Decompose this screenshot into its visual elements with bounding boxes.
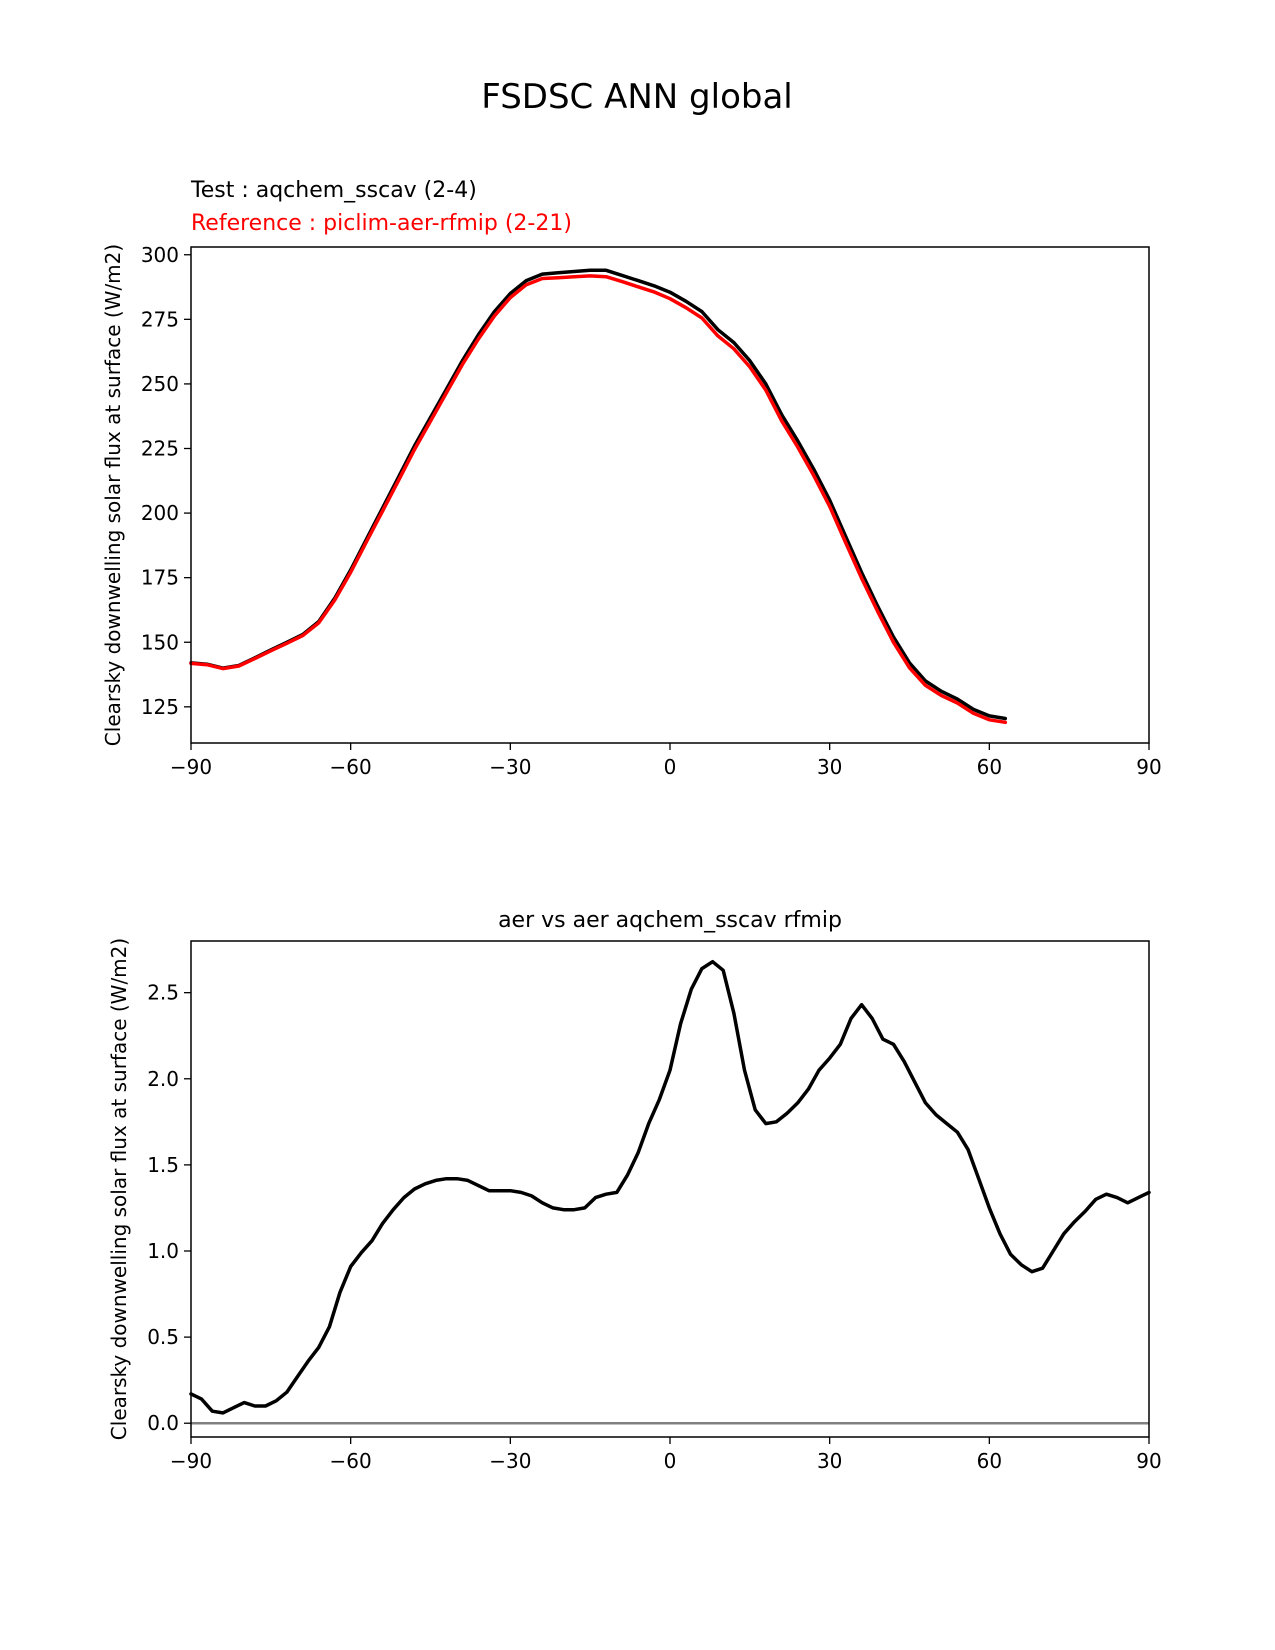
bottom-ytick-label: 1.5 <box>147 1153 179 1177</box>
top-xtick-label: 90 <box>1136 755 1161 779</box>
top-ytick-label: 275 <box>141 307 179 331</box>
bottom-series-difference-line <box>189 959 1151 1415</box>
top-chart-axes-frame <box>190 246 1150 744</box>
top-xtick-label: −90 <box>170 755 212 779</box>
bottom-chart-ylabel: Clearsky downwelling solar flux at surfa… <box>107 938 131 1440</box>
bottom-chart-panel: aer vs aer aqchem_sscav rfmip −90 −60 −30 0… <box>107 908 1162 1473</box>
bottom-xtick-label: −90 <box>170 1449 212 1473</box>
bottom-xtick-label: 30 <box>817 1449 842 1473</box>
bottom-ytick-label: 0.0 <box>147 1411 179 1435</box>
bottom-chart-axes-frame <box>190 940 1150 1438</box>
bottom-ytick-label: 0.5 <box>147 1325 179 1349</box>
top-chart-panel: Test : aqchem_sscav (2-4) Reference : pi… <box>101 178 1162 779</box>
top-ytick-label: 175 <box>141 566 179 590</box>
top-xtick-label: 0 <box>664 755 677 779</box>
top-ytick-label: 200 <box>141 501 179 525</box>
top-chart-ylabel: Clearsky downwelling solar flux at surfa… <box>101 244 125 746</box>
top-ytick-label: 250 <box>141 372 179 396</box>
top-xtick-label: −30 <box>489 755 531 779</box>
bottom-xtick-label: −30 <box>489 1449 531 1473</box>
top-ytick-label: 225 <box>141 437 179 461</box>
test-label: Test : aqchem_sscav (2-4) <box>190 178 477 203</box>
bottom-ytick-label: 2.0 <box>147 1067 179 1091</box>
bottom-ytick-label: 2.5 <box>147 981 179 1005</box>
top-series-reference-line <box>189 274 1008 725</box>
top-xtick-label: 30 <box>817 755 842 779</box>
bottom-ytick-label: 1.0 <box>147 1239 179 1263</box>
bottom-xtick-label: 0 <box>664 1449 677 1473</box>
top-xtick-label: −60 <box>330 755 372 779</box>
top-ytick-label: 150 <box>141 630 179 654</box>
top-ytick-label: 125 <box>141 695 179 719</box>
top-ytick-label: 300 <box>141 243 179 267</box>
reference-label: Reference : piclim-aer-rfmip (2-21) <box>191 211 572 236</box>
top-series-test-line <box>189 268 1008 721</box>
bottom-xtick-label: 90 <box>1136 1449 1161 1473</box>
bottom-xtick-label: 60 <box>977 1449 1002 1473</box>
figure-title: FSDSC ANN global <box>481 77 792 117</box>
bottom-xtick-label: −60 <box>330 1449 372 1473</box>
top-xtick-label: 60 <box>977 755 1002 779</box>
bottom-chart-title: aer vs aer aqchem_sscav rfmip <box>498 908 842 933</box>
